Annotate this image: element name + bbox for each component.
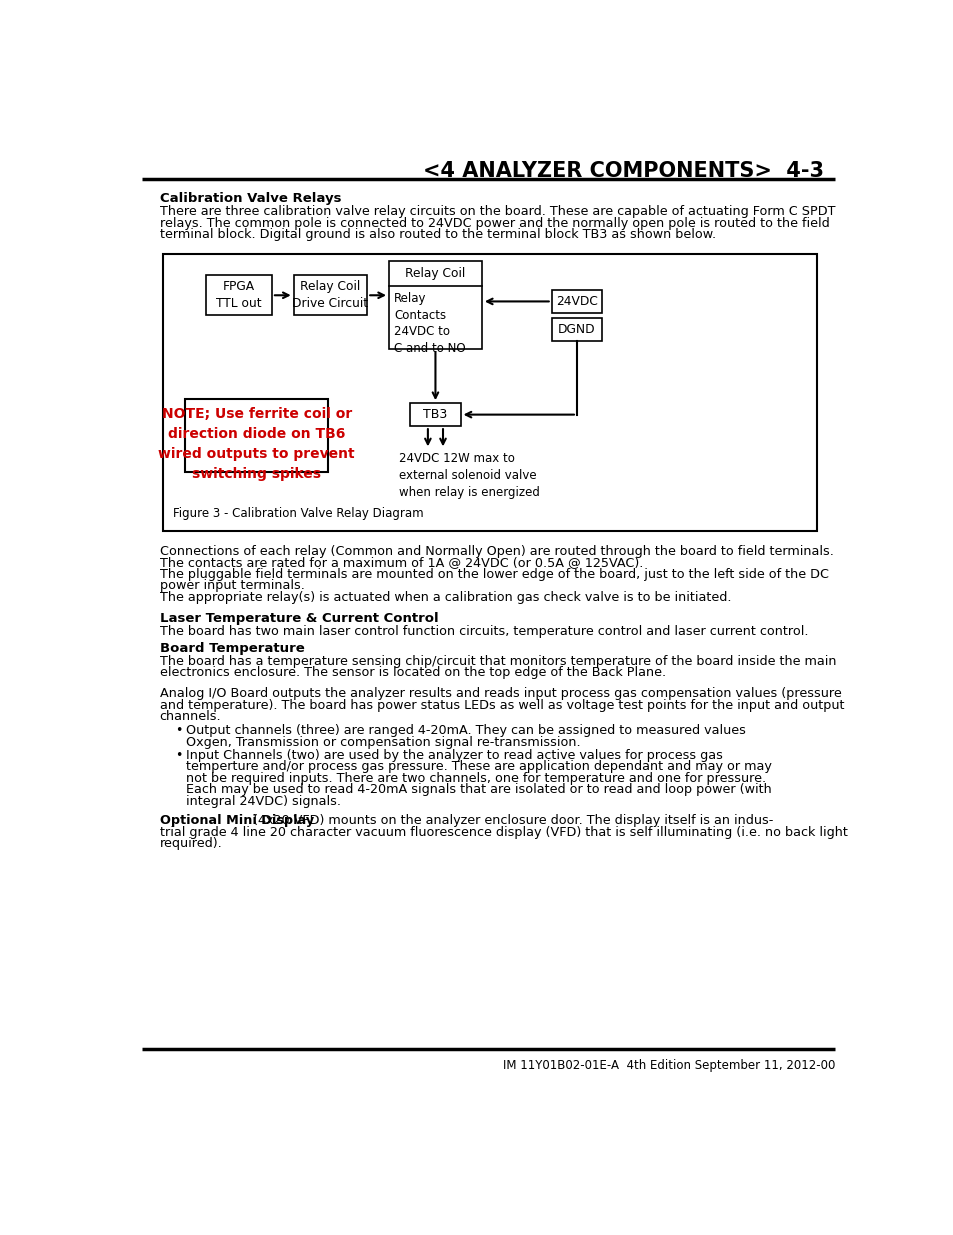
Text: •: • <box>174 724 182 737</box>
Text: <4 ANALYZER COMPONENTS>  4-3: <4 ANALYZER COMPONENTS> 4-3 <box>423 162 823 182</box>
Text: electronics enclosure. The sensor is located on the top edge of the Back Plane.: electronics enclosure. The sensor is loc… <box>159 667 665 679</box>
Text: integral 24VDC) signals.: integral 24VDC) signals. <box>186 795 340 808</box>
Text: IM 11Y01B02-01E-A  4th Edition September 11, 2012-00: IM 11Y01B02-01E-A 4th Edition September … <box>502 1060 835 1072</box>
Bar <box>410 403 460 426</box>
Text: TB3: TB3 <box>423 408 447 421</box>
Text: required).: required). <box>159 837 222 851</box>
Text: Relay
Contacts
24VDC to
C and to NO: Relay Contacts 24VDC to C and to NO <box>394 293 465 354</box>
Text: Oxgen, Transmission or compensation signal re-transmission.: Oxgen, Transmission or compensation sign… <box>186 736 580 748</box>
Text: power input terminals.: power input terminals. <box>159 579 304 593</box>
Text: The appropriate relay(s) is actuated when a calibration gas check valve is to be: The appropriate relay(s) is actuated whe… <box>159 592 730 604</box>
Text: Output channels (three) are ranged 4-20mA. They can be assigned to measured valu: Output channels (three) are ranged 4-20m… <box>186 724 745 737</box>
Text: trial grade 4 line 20 character vacuum fluorescence display (VFD) that is self i: trial grade 4 line 20 character vacuum f… <box>159 826 846 839</box>
Text: The contacts are rated for a maximum of 1A @ 24VDC (or 0.5A @ 125VAC).: The contacts are rated for a maximum of … <box>159 556 642 569</box>
Text: FPGA
TTL out: FPGA TTL out <box>216 280 261 310</box>
Bar <box>551 317 601 341</box>
Text: Each may be used to read 4-20mA signals that are isolated or to read and loop po: Each may be used to read 4-20mA signals … <box>186 783 771 797</box>
Text: The pluggable field terminals are mounted on the lower edge of the board, just t: The pluggable field terminals are mounte… <box>159 568 828 580</box>
Text: The board has a temperature sensing chip/circuit that monitors temperature of th: The board has a temperature sensing chip… <box>159 655 835 668</box>
Text: •: • <box>174 748 182 762</box>
Text: 24VDC: 24VDC <box>556 295 598 308</box>
Text: not be required inputs. There are two channels, one for temperature and one for : not be required inputs. There are two ch… <box>186 772 765 785</box>
Text: DGND: DGND <box>558 322 595 336</box>
Bar <box>294 275 367 315</box>
Text: Board Temperature: Board Temperature <box>159 642 304 655</box>
Text: Laser Temperature & Current Control: Laser Temperature & Current Control <box>159 611 437 625</box>
Text: Optional Mini Display: Optional Mini Display <box>159 814 314 827</box>
Text: Calibration Valve Relays: Calibration Valve Relays <box>159 193 340 205</box>
Text: 24VDC 12W max to
external solenoid valve
when relay is energized: 24VDC 12W max to external solenoid valve… <box>398 452 539 499</box>
Bar <box>163 253 816 531</box>
Bar <box>389 262 481 350</box>
Text: channels.: channels. <box>159 710 221 724</box>
Text: The board has two main laser control function circuits, temperature control and : The board has two main laser control fun… <box>159 625 807 637</box>
Text: Relay Coil: Relay Coil <box>405 267 465 280</box>
Text: Input Channels (two) are used by the analyzer to read active values for process : Input Channels (two) are used by the ana… <box>186 748 722 762</box>
Text: Figure 3 - Calibration Valve Relay Diagram: Figure 3 - Calibration Valve Relay Diagr… <box>172 508 423 520</box>
Text: terminal block. Digital ground is also routed to the terminal block TB3 as shown: terminal block. Digital ground is also r… <box>159 228 715 241</box>
Text: Connections of each relay (Common and Normally Open) are routed through the boar: Connections of each relay (Common and No… <box>159 545 833 558</box>
Bar <box>185 399 328 472</box>
Text: Analog I/O Board outputs the analyzer results and reads input process gas compen: Analog I/O Board outputs the analyzer re… <box>159 687 841 700</box>
Text: Relay Coil
Drive Circuit: Relay Coil Drive Circuit <box>292 280 368 310</box>
Text: temperture and/or process gas pressure. These are application dependant and may : temperture and/or process gas pressure. … <box>186 761 771 773</box>
Text: relays. The common pole is connected to 24VDC power and the normally open pole i: relays. The common pole is connected to … <box>159 216 828 230</box>
Text: There are three calibration valve relay circuits on the board. These are capable: There are three calibration valve relay … <box>159 205 834 219</box>
Bar <box>551 290 601 312</box>
Text: NOTE; Use ferrite coil or
direction diode on TB6
wired outputs to prevent
switch: NOTE; Use ferrite coil or direction diod… <box>158 406 355 482</box>
Text: and temperature). The board has power status LEDs as well as voltage test points: and temperature). The board has power st… <box>159 699 843 711</box>
Bar <box>206 275 272 315</box>
Text: (4x20 VFD) mounts on the analyzer enclosure door. The display itself is an indus: (4x20 VFD) mounts on the analyzer enclos… <box>249 814 773 827</box>
